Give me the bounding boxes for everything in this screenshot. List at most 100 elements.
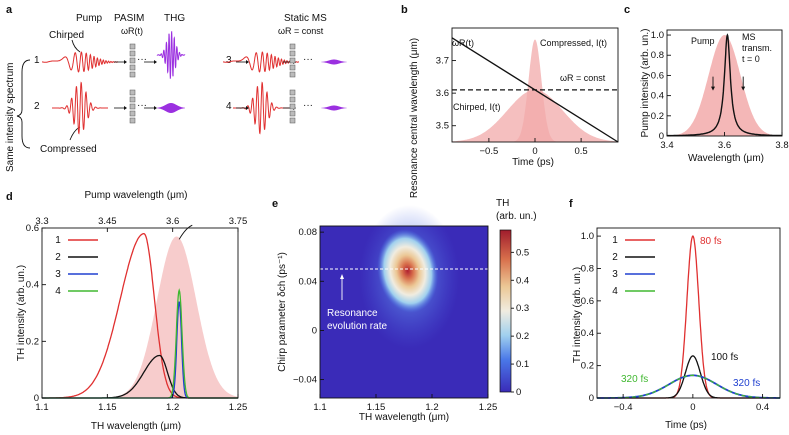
dots-4: ··· — [303, 100, 313, 111]
e-xtick-label: 1.15 — [367, 402, 386, 413]
pasim-header: PASIM — [114, 13, 144, 24]
chirped-pointer — [71, 39, 81, 53]
arrow-head — [246, 106, 249, 110]
arrow-head — [124, 106, 127, 110]
b-ytick-label: 3.6 — [436, 88, 449, 99]
colorbar-title: TH — [496, 198, 509, 209]
c-ms-label: MS — [742, 32, 756, 42]
f-ytick-label: 1.0 — [581, 231, 594, 242]
e-ytick-label: 0.08 — [299, 227, 318, 238]
d-pump-spectrum — [42, 236, 238, 398]
e-annotation-line1: Resonance — [327, 308, 378, 319]
f-legend-label-2: 2 — [612, 252, 618, 263]
panel-f: f TH intensity (arb. un.) Time (ps) −0.4… — [569, 198, 781, 431]
d-xtick-label: 1.2 — [166, 402, 179, 413]
metasurface-cell — [129, 43, 136, 50]
c-pump-label: Pump — [691, 36, 715, 46]
panel-c-label: c — [624, 4, 630, 16]
colorbar-tick-label: 0 — [516, 387, 521, 398]
c-ylabel: Pump intensity (arb. un.) — [640, 29, 651, 138]
c-ytick-label: 1.0 — [651, 30, 664, 41]
metasurface-cell — [129, 103, 136, 110]
metasurface-cell — [129, 110, 136, 117]
c-xlabel: Wavelength (μm) — [688, 153, 764, 164]
chirped-label: Chirped — [49, 30, 84, 41]
f-xtick-label: −0.4 — [614, 402, 633, 413]
d-ytick-label: 0 — [34, 393, 39, 404]
f-ylabel: TH intensity (arb. un.) — [572, 267, 583, 363]
d-legend-label-1: 1 — [55, 235, 61, 246]
d-xtick-label: 1.15 — [98, 402, 117, 413]
thg-pulse-4 — [321, 105, 347, 111]
panel-b-label: b — [401, 4, 408, 16]
c-ytick-label: 0.8 — [651, 50, 664, 61]
b-ylabel: Resonance central wavelength (μm) — [409, 38, 420, 198]
metasurface-cell — [129, 96, 136, 103]
d-top-xlabel: Pump wavelength (μm) — [84, 190, 187, 201]
d-xtick-label: 1.25 — [229, 402, 248, 413]
thg-pulse-2 — [157, 103, 185, 113]
panel-a: a Same intensity spectrum Pump PASIM ωR(… — [5, 4, 347, 172]
d-top-tick-label: 3.75 — [229, 216, 248, 227]
pump-pulse-1-chirped — [42, 51, 118, 73]
metasurface-cell — [289, 64, 296, 71]
e-annotation-line2: evolution rate — [327, 321, 387, 332]
c-ms-transmission — [667, 33, 782, 137]
f-legend-label-4: 4 — [612, 286, 618, 297]
metasurface-cell — [129, 57, 136, 64]
colorbar-tick-label: 0.5 — [516, 247, 529, 258]
metasurface-cell — [129, 89, 136, 96]
d-xlabel: TH wavelength (μm) — [91, 421, 181, 432]
c-transm-label: transm. — [742, 43, 772, 53]
same-spectrum-label: Same intensity spectrum — [5, 63, 16, 173]
d-top-tick-label: 3.3 — [35, 216, 48, 227]
e-plot-area: Resonance evolution rate 1.1 1.15 1.2 1.25 −0.… — [293, 205, 529, 413]
b-ytick-label: 3.5 — [436, 121, 449, 132]
pump-header: Pump — [76, 13, 103, 24]
panel-f-label: f — [569, 198, 573, 210]
e-xtick-label: 1.1 — [313, 402, 326, 413]
b-omega-t-label: ωR(t) — [452, 38, 474, 48]
d-xtick-label: 1.1 — [35, 402, 48, 413]
c-ytick-label: 0 — [659, 131, 664, 142]
c-ytick-label: 0.4 — [651, 91, 664, 102]
e-xtick-label: 1.25 — [479, 402, 498, 413]
row-number-3: 3 — [226, 55, 232, 66]
b-compressed-intensity — [452, 39, 618, 142]
f-ytick-label: 0.6 — [581, 296, 594, 307]
dots-3: ··· — [303, 54, 313, 65]
metasurface-blocks — [129, 43, 296, 124]
f-xtick-label: 0.4 — [756, 402, 769, 413]
b-plot-area: −0.5 0 0.5 3.5 3.6 3.7 — [436, 27, 619, 157]
f-legend-label-3: 3 — [612, 269, 618, 280]
row-number-4: 4 — [226, 101, 232, 112]
arrow-head — [154, 60, 157, 64]
metasurface-cell — [289, 57, 296, 64]
metasurface-cell — [289, 103, 296, 110]
d-axes-frame — [41, 227, 239, 399]
e-xlabel: TH wavelength (μm) — [359, 412, 449, 423]
d-pump-arrow — [178, 224, 193, 240]
e-xtick-label: 1.2 — [425, 402, 438, 413]
panel-a-label: a — [6, 4, 13, 16]
c-xtick-label: 3.4 — [660, 140, 673, 151]
row-number-1: 1 — [34, 55, 40, 66]
f-80fs-label: 80 fs — [700, 236, 722, 247]
metasurface-cell — [289, 50, 296, 57]
metasurface-cell — [289, 71, 296, 78]
f-xlabel: Time (ps) — [665, 420, 707, 431]
b-omega-const-label: ωR = const — [560, 73, 606, 83]
metasurface-cell — [289, 117, 296, 124]
f-100fs-label: 100 fs — [711, 352, 738, 363]
arrow-head — [246, 60, 249, 64]
c-ytick-label: 0.6 — [651, 70, 664, 81]
b-xtick-label: 0 — [532, 146, 537, 157]
e-ylabel: Chirp parameter δch (ps⁻¹) — [277, 252, 288, 372]
pasim-subheader: ωR(t) — [121, 26, 143, 36]
f-xtick-label: 0 — [690, 402, 695, 413]
panel-d-label: d — [6, 191, 13, 203]
colorbar-tick-label: 0.1 — [516, 359, 529, 370]
d-top-tick-label: 3.6 — [166, 216, 179, 227]
thg-pulse-3 — [321, 59, 347, 65]
f-legend-label-1: 1 — [612, 235, 618, 246]
